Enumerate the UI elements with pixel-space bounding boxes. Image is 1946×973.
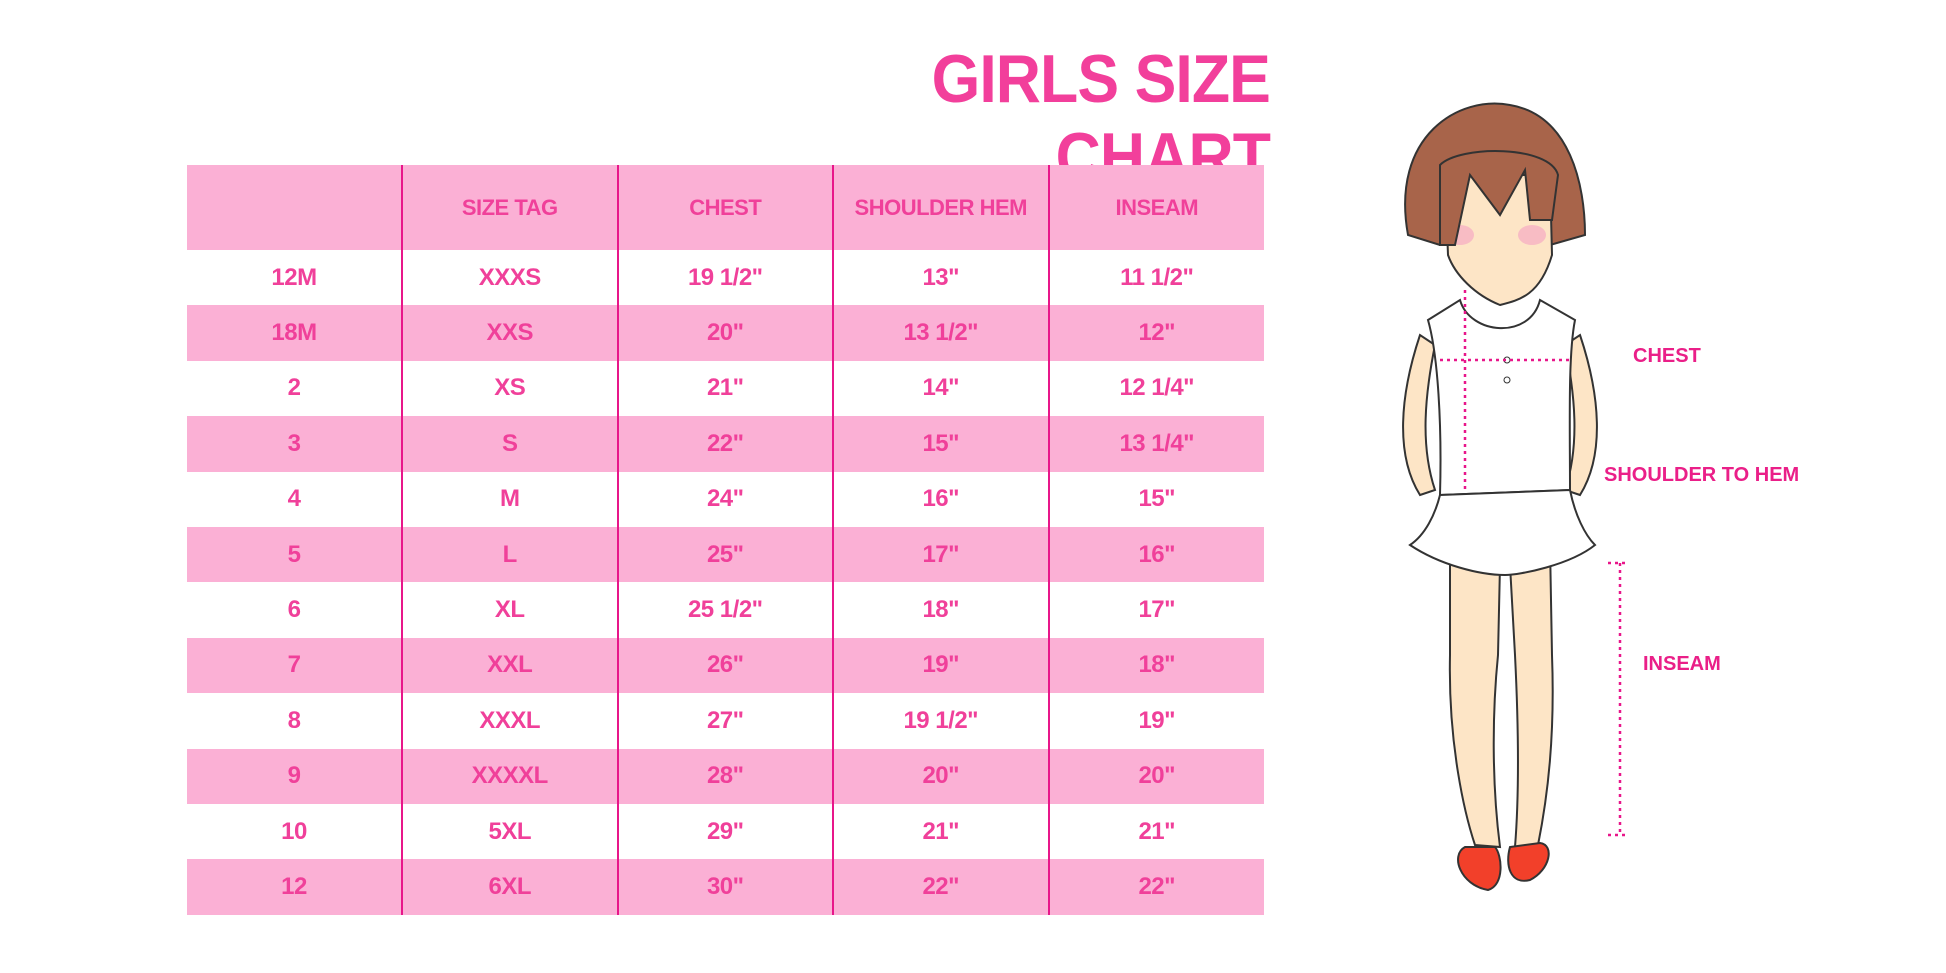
inseam-label: INSEAM (1643, 653, 1721, 675)
table-cell: 25" (616, 526, 833, 583)
table-cell: 19" (1047, 693, 1264, 749)
table-cell: 12 1/4" (1047, 360, 1264, 417)
table-cell: 24" (616, 471, 833, 527)
table-row: 5 L 25" 17" 16" (187, 526, 1264, 583)
table-cell: 21" (616, 360, 833, 417)
table-cell: 16" (832, 471, 1049, 527)
table-cell: XL (401, 582, 618, 638)
table-cell: 12 (187, 859, 402, 915)
table-row: 12M XXXS 19 1/2" 13" 11 1/2" (187, 250, 1264, 306)
header-cell: SIZE TAG (401, 165, 618, 250)
header-cell: INSEAM (1047, 165, 1264, 250)
table-cell: 19 1/2" (616, 250, 833, 306)
table-cell: XS (401, 360, 618, 417)
table-cell: 28" (616, 748, 833, 804)
table-cell: 21" (1047, 803, 1264, 860)
table-cell: 3 (187, 416, 402, 472)
table-row: 8 XXXL 27" 19 1/2" 19" (187, 693, 1264, 749)
header-cell: SHOULDER HEM (832, 165, 1049, 250)
table-cell: 17" (1047, 582, 1264, 638)
table-cell: 2 (287, 374, 301, 402)
table-cell: 5XL (401, 803, 618, 860)
table-cell: 5 (187, 526, 402, 583)
table-cell: 18" (832, 582, 1049, 638)
table-cell: 29" (616, 803, 833, 860)
table-cell: XXXS (401, 250, 618, 306)
table-row: 7 XXL 26" 19" 18" (187, 637, 1264, 694)
table-cell: 6 (287, 596, 301, 624)
table-cell: L (401, 526, 618, 583)
table-cell: 13 1/4" (1047, 416, 1264, 472)
table-cell: 9 (187, 748, 402, 804)
chest-label: CHEST (1633, 345, 1701, 367)
table-cell: 18" (1047, 637, 1264, 694)
table-cell: 11 1/2" (1047, 250, 1264, 306)
table-cell: 15" (1047, 471, 1264, 527)
table-cell: XXXL (401, 693, 618, 749)
table-row: 18M XXS 20" 13 1/2" 12" (187, 305, 1264, 361)
table-cell: 7 (187, 637, 402, 694)
table-cell: 22" (1047, 859, 1264, 915)
table-cell: 12M (271, 263, 317, 291)
page-title: GIRLS SIZE CHART (931, 41, 1271, 195)
table-cell: M (401, 471, 618, 527)
table-cell: 19 1/2" (832, 693, 1049, 749)
table-cell: 17" (832, 526, 1049, 583)
table-cell: 18M (187, 305, 402, 361)
table-row: 2 XS 21" 14" 12 1/4" (187, 360, 1264, 417)
table-row: 10 5XL 29" 21" 21" (187, 803, 1264, 860)
table-cell: XXS (401, 305, 618, 361)
table-row: 4 M 24" 16" 15" (187, 471, 1264, 527)
table-cell: 13 1/2" (832, 305, 1049, 361)
table-cell: 22" (616, 416, 833, 472)
table-cell: 14" (832, 360, 1049, 417)
size-chart-table: SIZE TAG CHEST SHOULDER HEM INSEAM 12M XX… (187, 165, 1264, 915)
girl-illustration (1402, 102, 1626, 892)
table-cell: 19" (832, 637, 1049, 694)
table-cell: 15" (832, 416, 1049, 472)
table-header-row: SIZE TAG CHEST SHOULDER HEM INSEAM (187, 165, 1264, 250)
table-cell: 8 (287, 706, 301, 734)
table-cell: 20" (616, 305, 833, 361)
shoulder-to-hem-label: SHOULDER TO HEM (1604, 464, 1800, 486)
table-cell: 25 1/2" (616, 582, 833, 638)
table-row: 6 XL 25 1/2" 18" 17" (187, 582, 1264, 638)
table-cell: 20" (832, 748, 1049, 804)
table-row: 3 S 22" 15" 13 1/4" (187, 416, 1264, 472)
table-cell: 12" (1047, 305, 1264, 361)
table-cell: 26" (616, 637, 833, 694)
table-row: 12 6XL 30" 22" 22" (187, 859, 1264, 915)
table-cell: 4 (287, 485, 301, 513)
header-cell: CHEST (616, 165, 833, 250)
table-cell: 21" (832, 803, 1049, 860)
table-cell: 20" (1047, 748, 1264, 804)
table-cell: 13" (832, 250, 1049, 306)
table-cell: 27" (616, 693, 833, 749)
header-cell (187, 165, 402, 250)
table-cell: 22" (832, 859, 1049, 915)
table-cell: 10 (281, 817, 307, 845)
table-cell: XXL (401, 637, 618, 694)
table-cell: XXXXL (401, 748, 618, 804)
table-cell: 16" (1047, 526, 1264, 583)
table-cell: S (401, 416, 618, 472)
table-cell: 6XL (401, 859, 618, 915)
table-cell: 30" (616, 859, 833, 915)
table-row: 9 XXXXL 28" 20" 20" (187, 748, 1264, 804)
